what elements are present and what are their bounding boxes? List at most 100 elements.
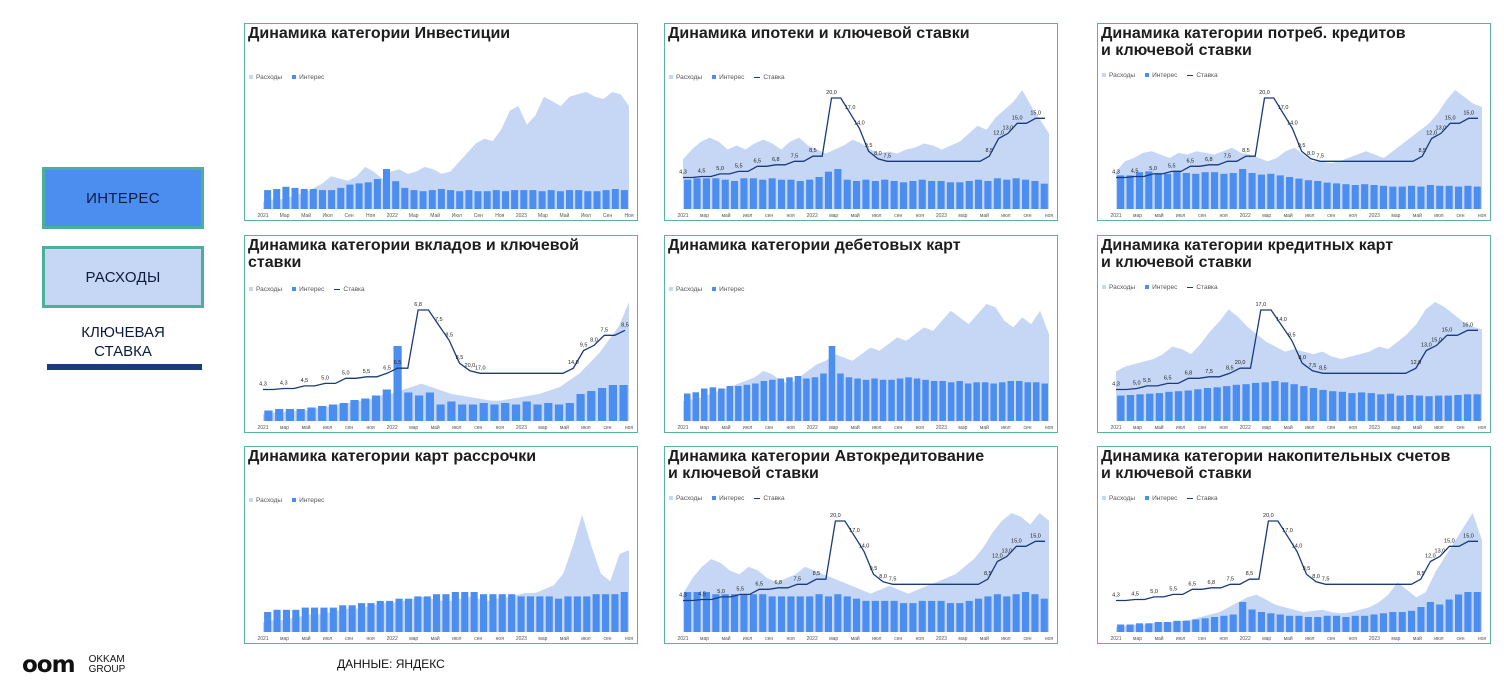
rate-data-label: 7,5 (1205, 369, 1213, 375)
chart-legend: Расходы Интерес Ставка (1102, 495, 1218, 502)
chart-panel-6: Динамика категории кредитных карт и ключ… (1097, 235, 1491, 433)
rate-data-label: 8,5 (985, 148, 993, 154)
x-tick-label: май (980, 635, 989, 642)
rate-data-label: 5,5 (1143, 378, 1151, 384)
x-tick-label: май (560, 424, 569, 431)
interest-bar (1361, 184, 1369, 209)
x-tick-label: июл (743, 425, 752, 431)
interest-bar (1154, 622, 1162, 632)
interest-bar (811, 377, 819, 422)
legend-swatch (249, 287, 253, 292)
interest-bar (291, 187, 299, 209)
interest-bar (526, 596, 534, 632)
interest-bar (1329, 391, 1337, 421)
chart-legend: Расходы Интерес (249, 497, 324, 504)
interest-bar (743, 384, 751, 422)
interest-bar (1436, 604, 1444, 632)
rate-data-label: 14,0 (1276, 317, 1287, 323)
rate-data-label: 12,0 (1411, 360, 1422, 366)
interest-bar (575, 190, 583, 209)
x-tick-label: июл (323, 636, 332, 642)
rate-data-label: 8,5 (1246, 571, 1254, 577)
interest-bar (1379, 613, 1387, 633)
x-tick-label: сен (345, 636, 353, 642)
x-tick-label: май (431, 635, 440, 642)
interest-bar (566, 190, 573, 209)
key-rate-line (1116, 97, 1478, 179)
x-tick-label: мар (829, 213, 838, 219)
x-tick-label: мар (538, 636, 547, 642)
rate-data-label: 8,5 (813, 571, 821, 577)
interest-bar (918, 179, 926, 209)
interest-bar (361, 398, 370, 421)
legend-line-marker (1187, 497, 1194, 499)
interest-bar (890, 600, 898, 632)
legend-label: Расходы (256, 74, 283, 81)
interest-bar (731, 181, 739, 209)
legend-label: Интерес (719, 74, 745, 81)
interest-bar (803, 378, 810, 421)
rate-data-label: 5,5 (1169, 586, 1177, 592)
interest-bar (447, 190, 455, 209)
x-tick-label: сен (1023, 213, 1031, 219)
interest-bar (946, 182, 954, 209)
x-tick-label: ноя (496, 425, 505, 431)
rate-data-label: 8,0 (1298, 355, 1306, 361)
interest-bar (702, 178, 710, 209)
interest-bar (456, 191, 464, 209)
chart-legend: Расходы Интерес Ставка (1102, 284, 1218, 291)
interest-bar (701, 388, 708, 421)
x-tick-label: сен (474, 636, 482, 642)
interest-bar (465, 190, 473, 209)
interest-bar (1192, 173, 1200, 209)
interest-bar (1351, 615, 1359, 633)
interest-bar (593, 191, 601, 209)
x-tick-label: май (302, 424, 311, 431)
x-tick-label: 2021 (1110, 213, 1121, 219)
interest-bar (806, 596, 814, 632)
x-tick-label: сен (1327, 425, 1335, 431)
rate-data-label: 8,5 (1242, 148, 1250, 154)
x-tick-label: май (1284, 424, 1293, 431)
x-tick-label: 2022 (387, 425, 398, 431)
interest-bar (1155, 393, 1163, 421)
rate-data-label: 17,0 (1278, 105, 1289, 111)
interest-bar (956, 182, 964, 209)
interest-bar (1016, 381, 1023, 421)
interest-bar (544, 403, 553, 421)
interest-bar (367, 603, 375, 632)
x-tick-label: Мар (538, 213, 548, 219)
expenses-area (263, 92, 629, 209)
interest-bar (947, 382, 955, 422)
rate-data-label: 6,5 (1186, 158, 1194, 164)
interest-bar (1261, 382, 1269, 421)
interest-bar (1436, 185, 1444, 209)
rate-data-label: 14,0 (568, 360, 579, 366)
rate-data-label: 8,0 (874, 151, 882, 157)
x-tick-label: ноя (366, 636, 375, 642)
x-tick-label: сен (1023, 425, 1031, 431)
x-tick-label: мар (829, 425, 838, 431)
interest-bar (556, 191, 564, 209)
legend-label: Ставка (763, 495, 785, 502)
legend-item: Интерес (712, 74, 744, 81)
legend-item: Расходы (249, 286, 282, 293)
x-tick-label: сен (474, 425, 482, 431)
data-source: ДАННЫЕ: ЯНДЕКС (337, 657, 445, 671)
x-tick-label: Сен (345, 213, 354, 219)
interest-bar (721, 594, 729, 632)
x-tick-label: сен (603, 636, 611, 642)
interest-bar (759, 594, 767, 632)
x-tick-label: май (980, 212, 989, 219)
interest-bar (871, 378, 878, 421)
interest-bar (602, 190, 610, 209)
rate-data-label: 8,5 (456, 355, 464, 361)
legend-label: Интерес (719, 495, 745, 502)
chart-panel-9: Динамика категории накопительных счетов … (1097, 446, 1491, 644)
key-rate-line (263, 309, 626, 391)
chart-legend: Расходы Интерес Ставка (669, 495, 785, 502)
x-tick-label: 2021 (677, 425, 688, 431)
interest-bar (928, 600, 936, 632)
legend-label: Интерес (299, 286, 325, 293)
x-tick-label: 2023 (1369, 425, 1380, 431)
